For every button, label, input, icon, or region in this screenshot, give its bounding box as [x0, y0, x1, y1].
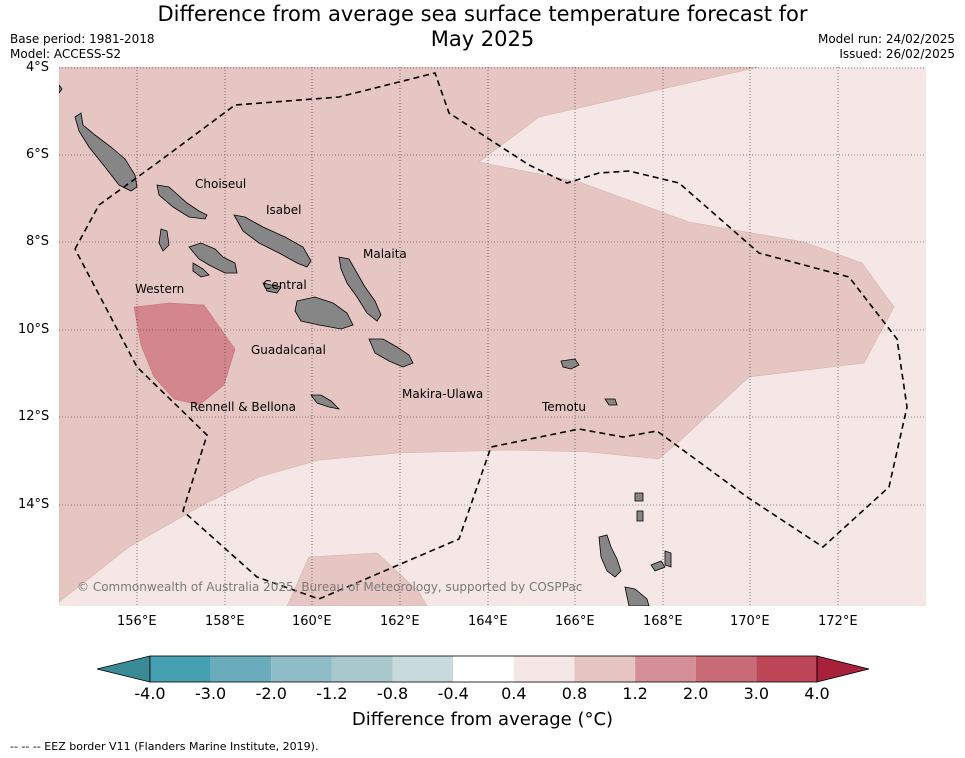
title-line-2: May 2025: [430, 27, 535, 51]
lon-label-172e: 172°E: [818, 614, 858, 629]
lon-label-162e: 162°E: [380, 614, 420, 629]
place-malaita: Malaita: [363, 247, 407, 261]
place-choiseul: Choiseul: [195, 177, 247, 191]
lat-label-6s: 6°S: [26, 147, 50, 162]
island-vanuatu-3: [650, 560, 666, 572]
island-isabel: [233, 214, 312, 268]
sst-anomaly-map: 4°S: [59, 67, 926, 606]
place-isabel: Isabel: [266, 203, 302, 217]
colorbar-tick-label: 1.2: [622, 684, 648, 703]
colorbar-segment: [331, 656, 393, 682]
title-line-1: Difference from average sea surface temp…: [157, 2, 808, 26]
colorbar-arrow-low: [96, 655, 151, 683]
colorbar-segment: [574, 656, 636, 682]
lon-label-160e: 160°E: [292, 614, 332, 629]
colorbar-arrow-high: [816, 655, 870, 683]
meta-left: Base period: 1981-2018 Model: ACCESS-S2: [10, 32, 155, 62]
eez-border: [74, 72, 908, 600]
colorbar-segment: [453, 656, 514, 682]
colorbar-segments: [96, 655, 870, 683]
gridlines: [59, 67, 926, 606]
colorbar-tick-label: -0.4: [437, 684, 469, 703]
colorbar-segment: [392, 656, 454, 682]
island-choiseul: [156, 184, 208, 220]
island-choiseul-group: [74, 112, 138, 192]
lon-label-166e: 166°E: [555, 614, 595, 629]
ocean-high-patch-bottom: [286, 552, 428, 606]
lon-label-156e: 156°E: [117, 614, 157, 629]
copyright-notice: © Commonwealth of Australia 2025, Bureau…: [77, 580, 583, 594]
island-central: [262, 282, 282, 294]
lat-label-4s: 4°S: [26, 60, 50, 75]
lon-label-158e: 158°E: [205, 614, 245, 629]
colorbar-segment: [635, 656, 696, 682]
colorbar-tick-label: -0.8: [376, 684, 409, 703]
lat-label-14s: 14°S: [18, 497, 50, 512]
island-makira: [368, 338, 414, 368]
ocean-hot-anomaly: [133, 302, 236, 406]
place-makira-ulawa: Makira-Ulawa: [402, 387, 484, 401]
lat-label-8s: 8°S: [26, 234, 50, 249]
colorbar-title-unit: °C): [584, 709, 614, 730]
place-guadalcanal: Guadalcanal: [251, 343, 326, 357]
ocean-high-anomaly-region: [59, 67, 895, 603]
meta-right: Model run: 24/02/2025 Issued: 26/02/2025: [818, 32, 955, 62]
model-name: Model: ACCESS-S2: [10, 47, 122, 61]
colorbar-tick-label: 4.0: [804, 684, 830, 703]
lat-label-12s: 12°S: [18, 409, 50, 424]
island-vanuatu-north: [598, 534, 622, 578]
island-vella: [158, 228, 170, 252]
island-rendova: [192, 262, 210, 278]
island-temotu-2: [604, 398, 618, 406]
place-central: Central: [263, 278, 307, 292]
place-rennell-bellona: Rennell & Bellona: [190, 400, 297, 414]
colorbar-tick-label: 0.4: [501, 684, 527, 703]
island-vanuatu-2: [624, 586, 650, 606]
base-period: Base period: 1981-2018: [10, 32, 155, 46]
chart-title: Difference from average sea surface temp…: [0, 2, 965, 52]
lon-label-168e: 168°E: [643, 614, 683, 629]
island-vanuatu-6: [636, 510, 644, 522]
colorbar-tick-label: -2.0: [255, 684, 287, 703]
colorbar-tick-label: -1.2: [316, 684, 348, 703]
colorbar-segment: [513, 656, 575, 682]
issued-date: Issued: 26/02/2025: [839, 47, 955, 61]
colorbar-tick-label: 0.8: [561, 684, 588, 703]
colorbar-title: Difference from average (°C): [0, 709, 965, 730]
colorbar-segment: [150, 656, 211, 682]
lat-label-10s: 10°S: [18, 322, 50, 337]
island-temotu-1: [560, 358, 580, 370]
island-new-georgia: [188, 242, 238, 274]
place-temotu: Temotu: [542, 400, 587, 414]
colorbar-tick-label: -4.0: [134, 684, 166, 703]
colorbar-segment: [695, 656, 757, 682]
island-guadalcanal: [294, 296, 354, 330]
colorbar-frame: [149, 655, 818, 683]
land-masses: [59, 84, 672, 606]
island-rennell: [310, 394, 341, 410]
colorbar-segment: [271, 656, 332, 682]
colorbar-tick-label: -3.0: [195, 684, 227, 703]
island-vanuatu-4: [664, 550, 672, 568]
island-malaita: [338, 256, 382, 322]
colorbar-tick-label: 2.0: [682, 684, 709, 703]
colorbar-segment: [756, 656, 817, 682]
colorbar-tick-label: 3.0: [743, 684, 770, 703]
island-edge-west: [59, 84, 63, 94]
lon-label-164e: 164°E: [468, 614, 508, 629]
colorbar-segment: [210, 656, 272, 682]
colorbar-title-text: Difference from average (: [351, 709, 585, 730]
island-vanuatu-5: [634, 492, 644, 502]
model-run: Model run: 24/02/2025: [817, 32, 955, 46]
colorbar: [96, 655, 870, 683]
place-western: Western: [135, 282, 185, 296]
lon-label-170e: 170°E: [730, 614, 770, 629]
eez-footer-note: -- -- -- EEZ border V11 (Flanders Marine…: [10, 740, 319, 753]
